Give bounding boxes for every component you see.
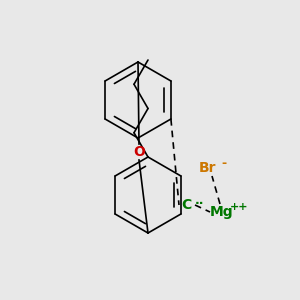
Text: C: C xyxy=(181,198,191,212)
Text: Mg: Mg xyxy=(210,205,234,219)
Text: Br: Br xyxy=(198,161,216,175)
Text: ··: ·· xyxy=(195,196,205,209)
Text: -: - xyxy=(221,157,226,169)
Text: ++: ++ xyxy=(230,202,248,212)
Text: O: O xyxy=(133,145,145,159)
